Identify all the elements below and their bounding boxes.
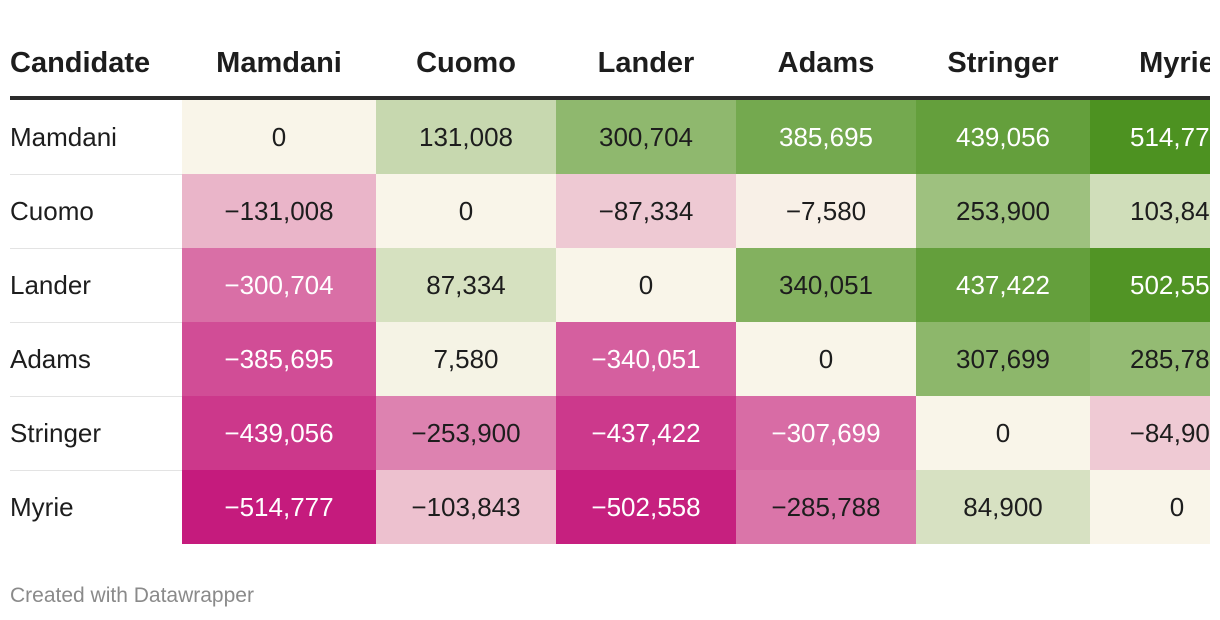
heatmap-cell: −285,788 bbox=[736, 470, 916, 544]
heatmap-cell: 0 bbox=[376, 174, 556, 248]
row-label-lander: Lander bbox=[10, 270, 91, 300]
heatmap-cell: 131,008 bbox=[376, 100, 556, 174]
datawrapper-credit[interactable]: Created with Datawrapper bbox=[10, 584, 254, 607]
table-row: Myrie −514,777 −103,843 −502,558 −285,788 84,… bbox=[10, 470, 1210, 544]
header-row: Candidate Mamdani Cuomo Lander Adams Stringer… bbox=[10, 30, 1210, 100]
heatmap-cell: −502,558 bbox=[556, 470, 736, 544]
row-label-cuomo: Cuomo bbox=[10, 196, 94, 226]
row-label-myrie: Myrie bbox=[10, 492, 74, 522]
heatmap-cell: −253,900 bbox=[376, 396, 556, 470]
column-header-adams: Adams bbox=[777, 47, 875, 79]
heatmap-cell: 87,334 bbox=[376, 248, 556, 322]
heatmap-cell: −514,777 bbox=[182, 470, 376, 544]
column-header-cuomo: Cuomo bbox=[416, 47, 516, 79]
heatmap-cell: −307,699 bbox=[736, 396, 916, 470]
row-label-adams: Adams bbox=[10, 344, 91, 374]
column-header-stringer: Stringer bbox=[947, 47, 1059, 79]
heatmap-cell: −84,900 bbox=[1090, 396, 1210, 470]
heatmap-cell: 385,695 bbox=[736, 100, 916, 174]
heatmap-cell: −131,008 bbox=[182, 174, 376, 248]
heatmap-cell: 437,422 bbox=[916, 248, 1090, 322]
heatmap-cell: 285,788 bbox=[1090, 322, 1210, 396]
heatmap-cell: 0 bbox=[736, 322, 916, 396]
heatmap-cell: 84,900 bbox=[916, 470, 1090, 544]
heatmap-cell: 103,843 bbox=[1090, 174, 1210, 248]
column-header-mamdani: Mamdani bbox=[216, 47, 342, 79]
heatmap-cell: −300,704 bbox=[182, 248, 376, 322]
heatmap-cell: −340,051 bbox=[556, 322, 736, 396]
heatmap-cell: −87,334 bbox=[556, 174, 736, 248]
heatmap-cell: −439,056 bbox=[182, 396, 376, 470]
heatmap-cell: 253,900 bbox=[916, 174, 1090, 248]
heatmap-cell: −103,843 bbox=[376, 470, 556, 544]
column-header-lander: Lander bbox=[597, 47, 695, 79]
heatmap-cell: 340,051 bbox=[736, 248, 916, 322]
heatmap-cell: −437,422 bbox=[556, 396, 736, 470]
heatmap-cell: 300,704 bbox=[556, 100, 736, 174]
heatmap-cell: −7,580 bbox=[736, 174, 916, 248]
heatmap-table: Candidate Mamdani Cuomo Lander Adams Stringer… bbox=[10, 30, 1210, 544]
table-row: Mamdani 0 131,008 300,704 385,695 439,056 514,… bbox=[10, 100, 1210, 174]
heatmap-cell: −385,695 bbox=[182, 322, 376, 396]
heatmap-cell: 0 bbox=[1090, 470, 1210, 544]
heatmap-cell: 502,558 bbox=[1090, 248, 1210, 322]
table-row: Adams −385,695 7,580 −340,051 0 307,699 285,78… bbox=[10, 322, 1210, 396]
table-row: Stringer −439,056 −253,900 −437,422 −307,699… bbox=[10, 396, 1210, 470]
row-label-stringer: Stringer bbox=[10, 418, 102, 448]
heatmap-cell: 0 bbox=[182, 100, 376, 174]
heatmap-cell: 0 bbox=[916, 396, 1090, 470]
heatmap-cell: 7,580 bbox=[376, 322, 556, 396]
heatmap-cell: 307,699 bbox=[916, 322, 1090, 396]
heatmap-cell: 439,056 bbox=[916, 100, 1090, 174]
heatmap-cell: 514,777 bbox=[1090, 100, 1210, 174]
row-label-mamdani: Mamdani bbox=[10, 122, 117, 152]
table-row: Cuomo −131,008 0 −87,334 −7,580 253,900 103,84… bbox=[10, 174, 1210, 248]
table-row: Lander −300,704 87,334 0 340,051 437,422 502,5… bbox=[10, 248, 1210, 322]
header-candidate: Candidate bbox=[10, 47, 151, 79]
column-header-myrie: Myrie bbox=[1139, 47, 1210, 79]
heatmap-cell: 0 bbox=[556, 248, 736, 322]
